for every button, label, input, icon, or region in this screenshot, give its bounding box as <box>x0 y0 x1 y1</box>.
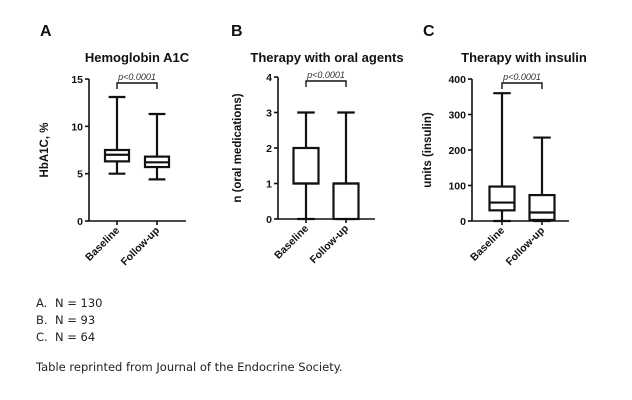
iqr-box <box>292 146 320 185</box>
y-tick-label: 3 <box>266 108 272 120</box>
significance-bracket <box>305 80 347 87</box>
sample-size-b: B. N = 93 <box>36 313 95 327</box>
y-tick-label: 1 <box>266 179 272 191</box>
chart-title: Hemoglobin A1C <box>85 50 190 65</box>
y-axis-label: n (oral medications) <box>232 93 244 202</box>
box-follow-up <box>528 136 556 223</box>
chart-panel-b: B Therapy with oral agents n (oral medicat… <box>231 23 404 266</box>
y-tick-label: 15 <box>71 74 83 86</box>
x-tick-label: Baseline <box>468 225 507 264</box>
p-value-annotation: p<0.0001 <box>306 70 345 80</box>
box-baseline <box>103 95 131 175</box>
chart-title: Therapy with oral agents <box>250 50 403 65</box>
x-tick-label: Baseline <box>83 225 122 264</box>
significance-bracket <box>501 82 543 89</box>
y-tick-label: 10 <box>71 121 83 133</box>
y-tick-label: 100 <box>448 181 466 193</box>
x-tick-label: Follow-up <box>308 223 352 267</box>
panel-letter: B <box>231 23 243 40</box>
box-follow-up <box>143 112 171 181</box>
chart-title: Therapy with insulin <box>461 50 587 65</box>
box-baseline <box>292 111 320 221</box>
p-value-annotation: p<0.0001 <box>502 72 541 82</box>
y-tick-label: 0 <box>266 214 272 226</box>
x-tick-label: Follow-up <box>119 225 163 269</box>
sample-size-c: C. N = 64 <box>36 330 95 344</box>
sample-size-text: N = 93 <box>55 313 96 327</box>
chart-panel-c: C Therapy with insulin units (insulin) 0 100… <box>422 23 587 268</box>
y-tick-label: 200 <box>448 145 466 157</box>
iqr-box <box>332 182 360 221</box>
iqr-box <box>528 193 556 222</box>
iqr-box <box>488 185 516 212</box>
sample-size-text: N = 130 <box>55 296 103 310</box>
box-baseline <box>488 92 516 223</box>
chart-panel-a: A Hemoglobin A1C HbA1C, % 0 5 10 15 BaselineFol… <box>39 23 190 268</box>
y-tick-label: 5 <box>77 169 83 181</box>
p-value-annotation: p<0.0001 <box>117 72 156 82</box>
y-tick-label: 300 <box>448 110 466 122</box>
panel-letter: A <box>40 23 52 40</box>
source-footnote: Table reprinted from Journal of the Endo… <box>36 360 343 374</box>
y-tick-label: 0 <box>460 216 466 228</box>
significance-bracket <box>116 82 158 89</box>
sample-size-letter: A. <box>36 296 48 310</box>
y-tick-label: 2 <box>266 143 272 155</box>
sample-size-a: A. N = 130 <box>36 296 103 310</box>
box-follow-up <box>332 111 360 221</box>
x-tick-label: Baseline <box>272 223 311 262</box>
x-tick-label: Follow-up <box>504 225 548 269</box>
sample-size-letter: C. <box>36 330 48 344</box>
sample-size-text: N = 64 <box>55 330 96 344</box>
panel-letter: C <box>423 23 435 40</box>
y-tick-label: 4 <box>266 72 272 84</box>
sample-size-letter: B. <box>36 313 48 327</box>
y-axis-label: units (insulin) <box>422 112 434 188</box>
y-tick-label: 0 <box>77 216 83 228</box>
y-tick-label: 400 <box>448 74 466 86</box>
y-axis-label: HbA1C, % <box>39 123 51 178</box>
